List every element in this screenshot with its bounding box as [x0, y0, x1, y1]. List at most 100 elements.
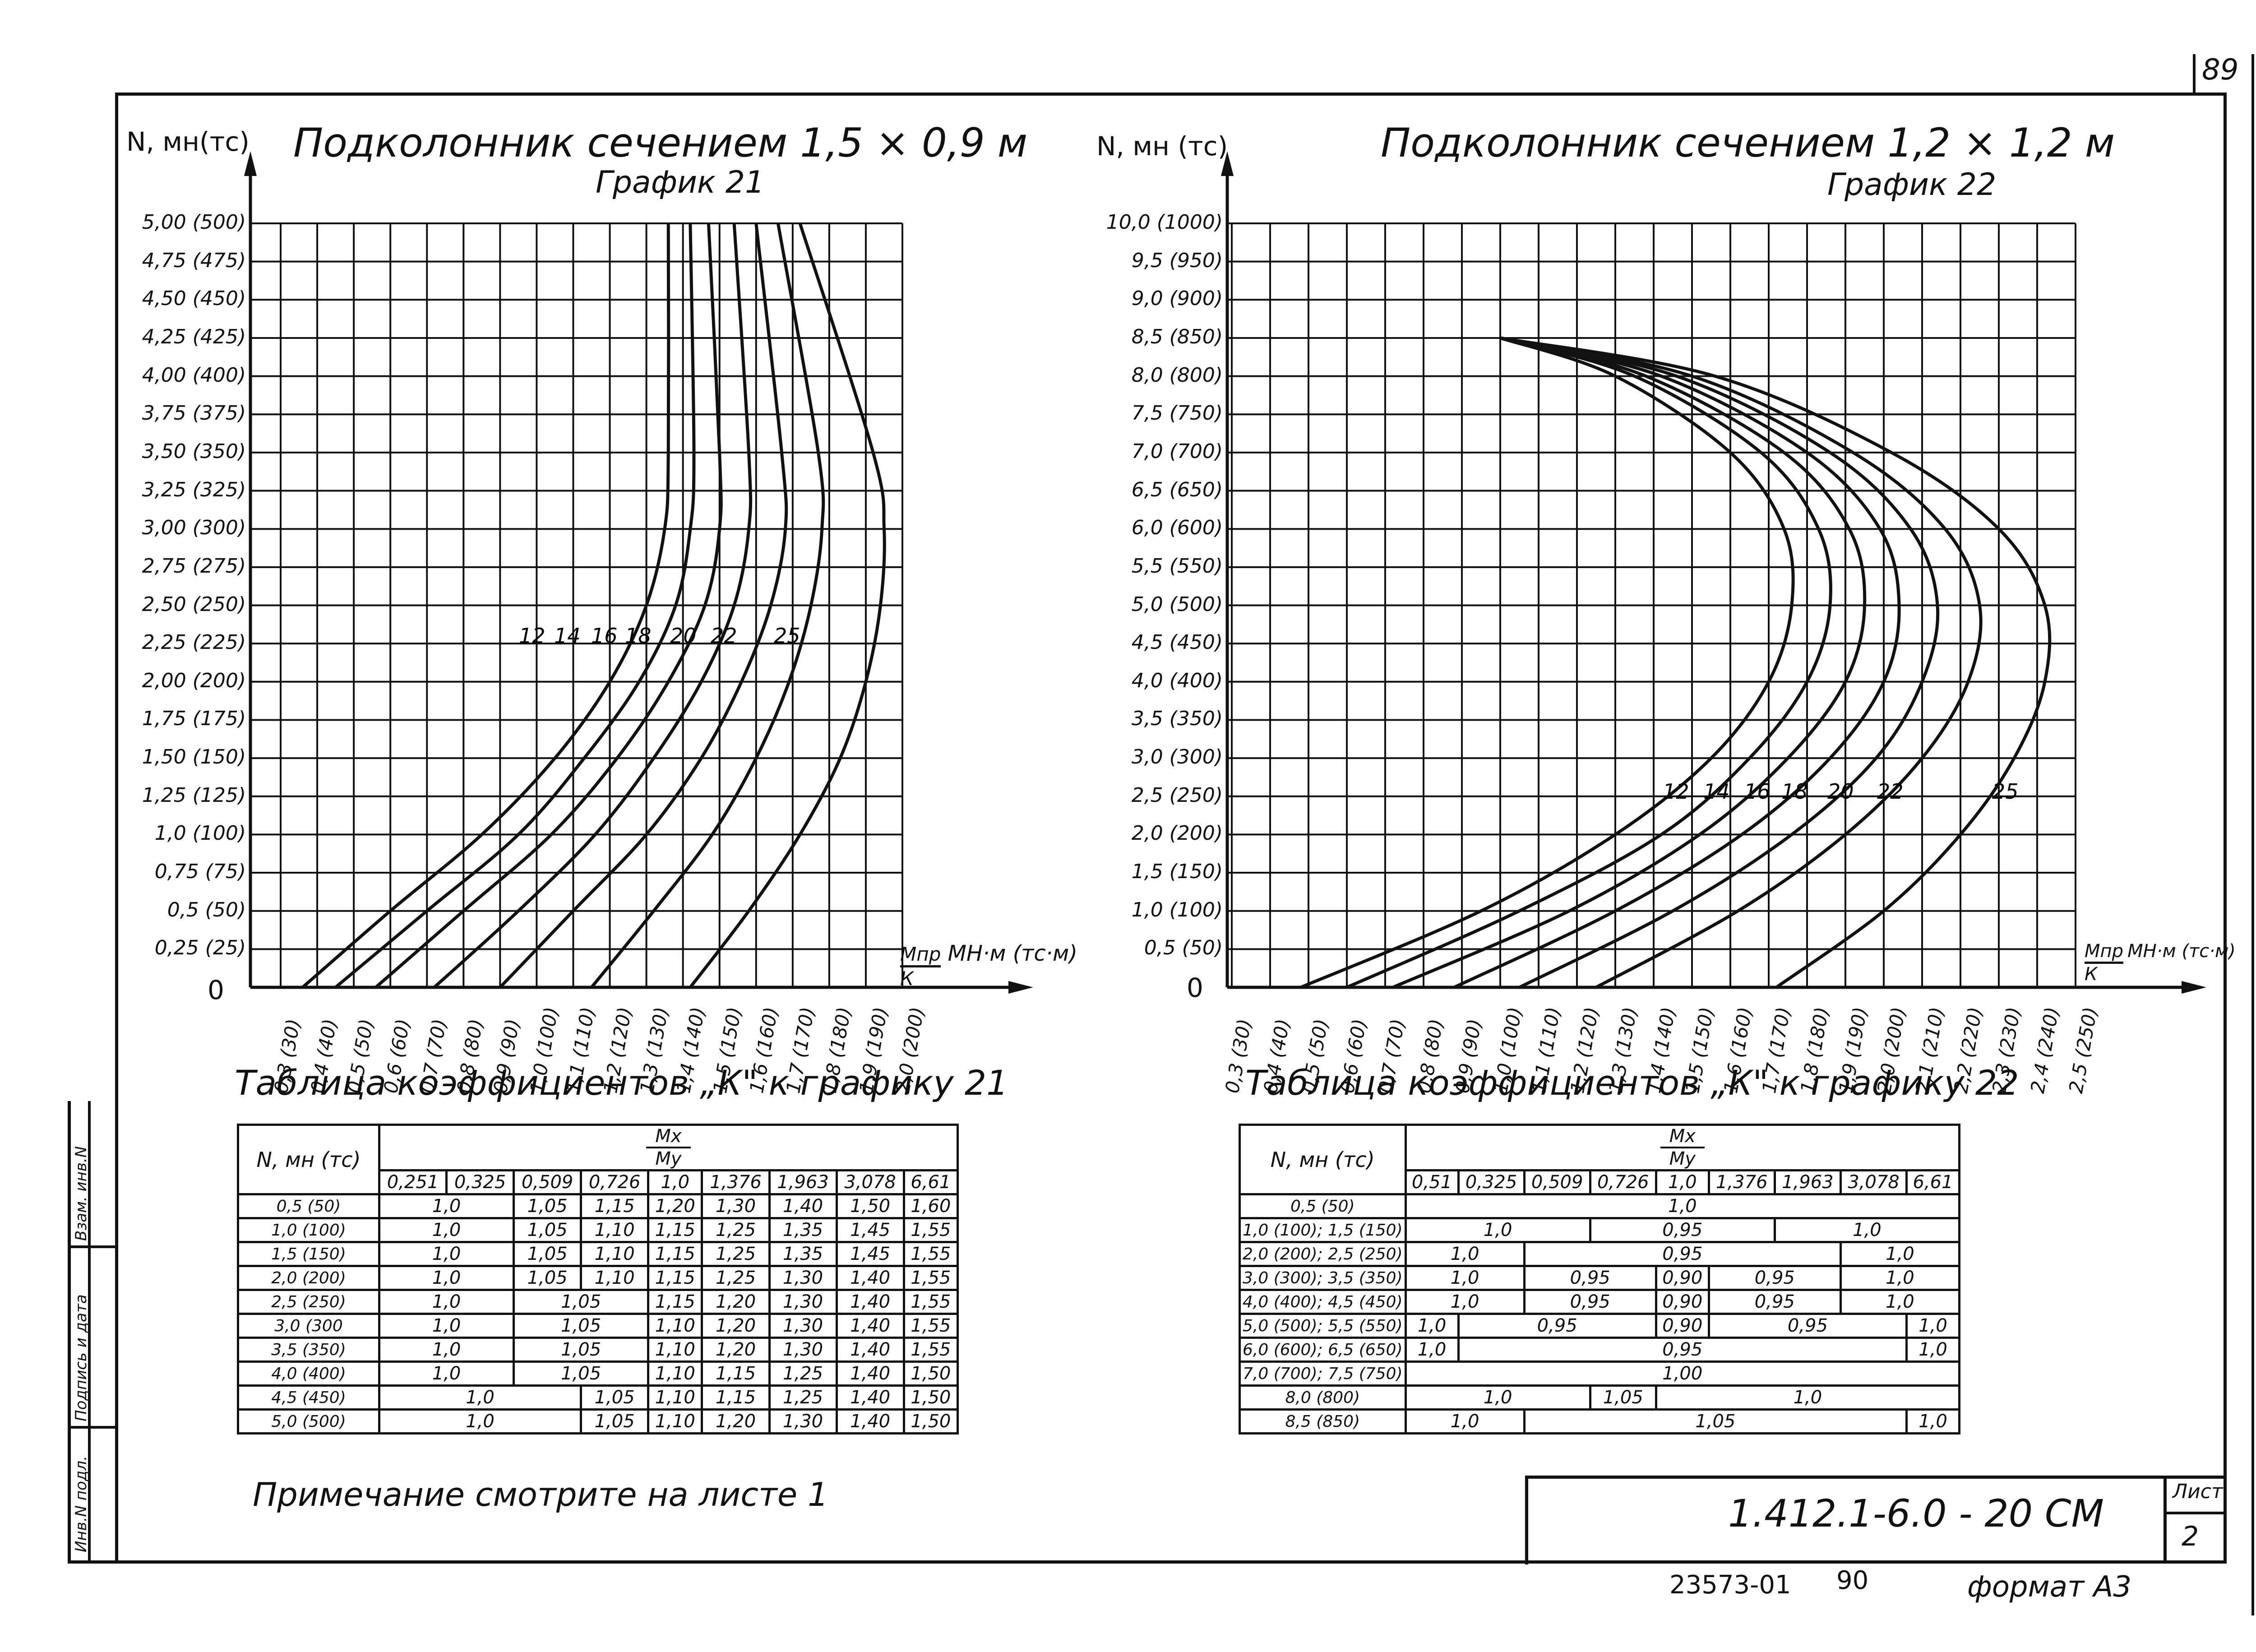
k-cell: 1,15 [647, 1217, 703, 1243]
k-cell: 1,0 [1839, 1241, 1961, 1267]
k-cell: 1,25 [701, 1241, 771, 1267]
row-n: 8,5 (850) [1239, 1408, 1407, 1435]
x-axis-arrow [1008, 981, 1033, 994]
table-row: 6,0 (600); 6,5 (650) 1,0 0,95 1,0 [1239, 1337, 1960, 1363]
table-row: 8,0 (800) 1,0 1,05 1,0 [1239, 1384, 1961, 1411]
k-cell: 1,10 [647, 1384, 703, 1411]
table-row: 4,0 (400) 1,0 1,05 1,10 1,15 1,25 1,40 1,50 [237, 1360, 959, 1387]
k-cell: 1,05 [513, 1193, 582, 1219]
y-tick-label: 1,75 (175) [142, 707, 246, 731]
k-cell: 1,40 [835, 1313, 905, 1339]
y-tick-label: 4,5 (450) [1131, 631, 1223, 654]
chart22-title: Подколонник сечением 1,2 × 1,2 м [1381, 120, 2115, 166]
row-n: 7,0 (700); 7,5 (750) [1239, 1360, 1407, 1387]
curve-label-18: 18 [1781, 779, 1808, 804]
frame-top [115, 93, 2227, 96]
y-tick-label: 2,50 (250) [142, 592, 246, 616]
table-row: 1,5 (150) 1,0 1,05 1,10 1,15 1,25 1,35 1,45 1,55 [237, 1241, 959, 1267]
curve-label-14: 14 [1703, 779, 1730, 804]
k-cell: 1,20 [701, 1337, 771, 1363]
k-cell: 1,55 [902, 1265, 959, 1291]
col-header: 1,963 [768, 1169, 838, 1195]
row-n: 4,0 (400) [237, 1360, 380, 1387]
page-index: 90 [1836, 1566, 1869, 1595]
col-header: 0,325 [445, 1169, 515, 1195]
k-cell: 1,10 [580, 1265, 650, 1291]
k-cell: 1,45 [835, 1241, 905, 1267]
k-cell: 1,30 [768, 1313, 838, 1339]
curve-14 [334, 223, 696, 989]
k-cell: 0,95 [1457, 1313, 1657, 1339]
y-tick-label: 4,00 (400) [142, 363, 246, 387]
curve-label-25: 25 [774, 624, 800, 648]
k-cell: 1,10 [580, 1241, 650, 1267]
chart21-x-label-den: К [900, 967, 914, 990]
ratio-header: Мх Му [1404, 1124, 1961, 1171]
curve-label-25: 25 [1992, 779, 2019, 804]
k-cell: 1,15 [701, 1360, 771, 1387]
chart21-origin-label: 0 [208, 975, 224, 1005]
k-cell: 1,10 [580, 1217, 650, 1243]
col-header: 1,376 [701, 1169, 771, 1195]
k-cell: 1,10 [647, 1313, 703, 1339]
k-cell: 1,55 [902, 1289, 959, 1315]
k-cell: 1,0 [1404, 1265, 1526, 1291]
row-n: 1,0 (100); 1,5 (150) [1239, 1217, 1407, 1243]
col-header: 1,963 [1773, 1169, 1842, 1195]
k-cell: 1,30 [768, 1337, 838, 1363]
k-cell: 1,50 [902, 1360, 959, 1387]
k-cell: 1,55 [902, 1313, 959, 1339]
y-tick-label: 0,5 (50) [1144, 936, 1223, 960]
chart22-x-label-num: Мпр [2085, 941, 2124, 964]
row-n: 1,0 (100) [237, 1217, 380, 1243]
table-row: 0,5 (50) 1,0 1,05 1,15 1,20 1,30 1,40 1,50 1,60 [237, 1193, 959, 1219]
k-cell: 1,15 [580, 1193, 650, 1219]
row-n: 2,0 (200); 2,5 (250) [1239, 1241, 1407, 1267]
table-row: 5,0 (500) 1,0 1,05 1,10 1,20 1,30 1,40 1,50 [237, 1408, 959, 1435]
y-tick-label: 4,25 (425) [142, 325, 246, 348]
k-cell: 1,0 [1404, 1313, 1460, 1339]
table21: N, мн (тс) Мх Му 0,251 0,325 0,509 0,726 1,0 1,3… [237, 1124, 959, 1435]
table21-caption: Таблица коэффициентов „К" к графику 21 [235, 1063, 1008, 1103]
y-tick-label: 7,5 (750) [1131, 402, 1223, 425]
col-header: 0,726 [1589, 1169, 1657, 1195]
k-cell: 1,0 [378, 1337, 515, 1363]
k-cell: 1,40 [835, 1337, 905, 1363]
y-tick-label: 5,00 (500) [142, 211, 246, 234]
table-row: 3,0 (300 1,0 1,05 1,10 1,20 1,30 1,40 1,55 [237, 1313, 959, 1339]
col-header: 6,61 [1905, 1169, 1960, 1195]
k-cell: 1,10 [647, 1408, 703, 1435]
table-row: 1,0 (100) 1,0 1,05 1,10 1,15 1,25 1,35 1,45 1,55 [237, 1217, 959, 1243]
k-cell: 1,20 [701, 1408, 771, 1435]
curve-16 [374, 223, 723, 989]
y-tick-label: 10,0 (1000) [1106, 211, 1223, 234]
k-cell: 0,95 [1707, 1289, 1842, 1315]
k-cell: 1,40 [835, 1360, 905, 1387]
side-stamp-divider [88, 1101, 91, 1564]
k-cell: 1,30 [768, 1265, 838, 1291]
k-cell: 1,40 [835, 1408, 905, 1435]
k-cell: 1,0 [1773, 1217, 1961, 1243]
row-n: 0,5 (50) [237, 1193, 380, 1219]
curve-18 [1453, 336, 1901, 989]
x-axis-arrow [2182, 981, 2206, 994]
k-cell: 1,25 [768, 1360, 838, 1387]
y-tick-label: 0,5 (50) [167, 898, 246, 921]
k-cell: 0,95 [1457, 1337, 1908, 1363]
y-tick-label: 6,0 (600) [1131, 516, 1223, 540]
y-tick-label: 1,0 (100) [1131, 898, 1223, 921]
k-cell: 1,0 [1839, 1289, 1961, 1315]
table-row: 4,0 (400); 4,5 (450) 1,0 0,95 0,90 0,95 1,0 [1239, 1289, 1961, 1315]
y-tick-label: 2,75 (275) [142, 554, 246, 578]
k-cell: 1,15 [647, 1289, 703, 1315]
k-cell: 1,05 [513, 1265, 582, 1291]
k-cell: 1,0 [378, 1408, 582, 1435]
chart21-x-label: Мпр МН·м (тс·м) К [900, 941, 1077, 990]
k-cell: 1,05 [580, 1408, 650, 1435]
k-cell: 0,90 [1655, 1265, 1710, 1291]
curve-20 [1500, 336, 1940, 989]
title-block [1525, 1476, 2227, 1564]
k-cell: 1,0 [1404, 1408, 1526, 1435]
k-cell: 0,95 [1589, 1217, 1776, 1243]
